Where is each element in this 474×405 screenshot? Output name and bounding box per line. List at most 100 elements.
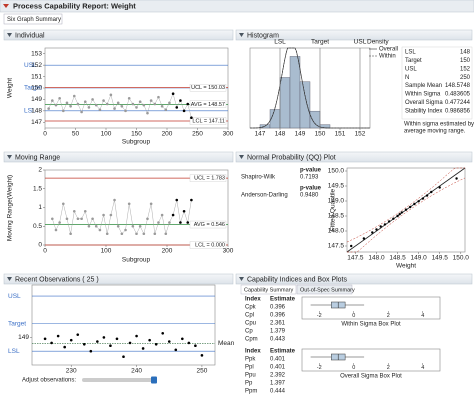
box-frame (301, 348, 441, 372)
collapse-icon[interactable] (3, 4, 9, 8)
point (146, 111, 149, 115)
tab[interactable] (240, 284, 297, 295)
point (62, 202, 65, 206)
point (186, 221, 190, 224)
collapse-icon[interactable] (7, 155, 12, 159)
slider-thumb[interactable] (151, 376, 157, 384)
x-tick-label: 4 (421, 365, 424, 371)
index-value: 2.392 (270, 373, 286, 379)
x-tick-label: 147 (255, 131, 266, 138)
point (375, 228, 378, 231)
point (82, 343, 86, 346)
index-name: Pp (245, 381, 253, 387)
point (135, 106, 138, 109)
stat-value: 250 (460, 75, 471, 81)
point (109, 93, 113, 97)
x-tick-label: 2 (387, 365, 390, 371)
point (148, 338, 151, 342)
p-value: 0.9480 (300, 193, 319, 199)
point (175, 198, 179, 202)
point (409, 205, 412, 209)
point (168, 221, 171, 224)
point (62, 109, 65, 113)
point (56, 334, 60, 338)
collapse-icon[interactable] (239, 155, 244, 159)
y-tick-label: 149 (18, 334, 29, 341)
limit-label: AVG = 0.546 (194, 222, 225, 228)
point (72, 209, 76, 213)
x-tick-label: 200 (162, 131, 173, 138)
point (164, 108, 168, 112)
limit-label: UCL = 150.03 (191, 85, 225, 91)
point (54, 228, 58, 232)
x-tick-label: 149.0 (411, 255, 428, 262)
point (69, 232, 72, 236)
panel-title: Capability Indices and Box Plots (247, 276, 347, 283)
index-name: Cp (245, 329, 253, 335)
spec-label: LSL (24, 108, 36, 115)
collapse-icon[interactable] (7, 277, 12, 281)
point (182, 209, 186, 213)
y-tick-label: 1.5 (33, 185, 42, 192)
point (83, 100, 87, 104)
point (63, 345, 66, 349)
y-tick-label: 151 (31, 73, 42, 80)
tab[interactable] (296, 284, 353, 295)
panel-header (3, 273, 234, 285)
limit-label: UCL = 1.783 (194, 176, 225, 182)
panel-header (235, 151, 473, 163)
note: Within sigma estimated by (404, 122, 474, 128)
point (398, 213, 401, 216)
point (102, 99, 105, 102)
spec-label: USL (24, 62, 37, 69)
index-name: Ppk (245, 357, 256, 363)
x-axis-label: Subgroup (122, 139, 151, 146)
y-tick-label: 153 (31, 50, 42, 57)
legend-title: Density (367, 39, 389, 46)
collapse-icon[interactable] (239, 33, 244, 37)
spec-label: Target (8, 320, 26, 327)
x-axis-label: Subgroup (122, 257, 151, 264)
stats-box (401, 46, 473, 120)
point (171, 213, 175, 217)
point (69, 104, 72, 108)
slider-track[interactable] (82, 378, 157, 382)
stat-name: USL (405, 66, 417, 72)
box-label: Within Sigma Box Plot (341, 322, 401, 328)
y-axis-label: Weight (7, 78, 14, 98)
x-tick-label: 149.5 (432, 255, 449, 262)
collapse-icon[interactable] (239, 277, 244, 281)
index-name: Cpl (245, 313, 254, 319)
confidence-band (347, 177, 466, 253)
point (168, 101, 171, 105)
point (98, 228, 102, 232)
point (392, 217, 395, 220)
point (127, 202, 131, 206)
hist-bar (279, 77, 291, 129)
stat-value: 0.477244 (445, 100, 471, 106)
collapse-icon[interactable] (7, 33, 12, 37)
plot-frame (31, 284, 216, 366)
point (379, 225, 382, 228)
point (102, 213, 105, 217)
point (98, 108, 102, 112)
spec-label: LSL (274, 39, 286, 46)
point (116, 224, 120, 228)
index-value: 0.396 (270, 305, 286, 311)
report-title: Process Capability Report: Weight (13, 1, 136, 10)
stat-value: 150 (460, 58, 471, 64)
point (400, 211, 403, 214)
point (167, 340, 171, 343)
x-tick-label: 0 (43, 131, 47, 138)
x-tick-label: 230 (66, 368, 77, 375)
spec-label: USL (354, 39, 367, 46)
point (120, 232, 124, 236)
tab[interactable] (3, 13, 63, 25)
limit-label: LCL = 147.11 (192, 118, 225, 124)
box-frame (301, 296, 441, 320)
x-tick-label: 300 (223, 248, 234, 255)
point (396, 214, 399, 218)
stat-name: Sample Mean (405, 83, 442, 89)
x-tick-label: 250 (196, 368, 207, 375)
hist-bar (299, 81, 311, 129)
